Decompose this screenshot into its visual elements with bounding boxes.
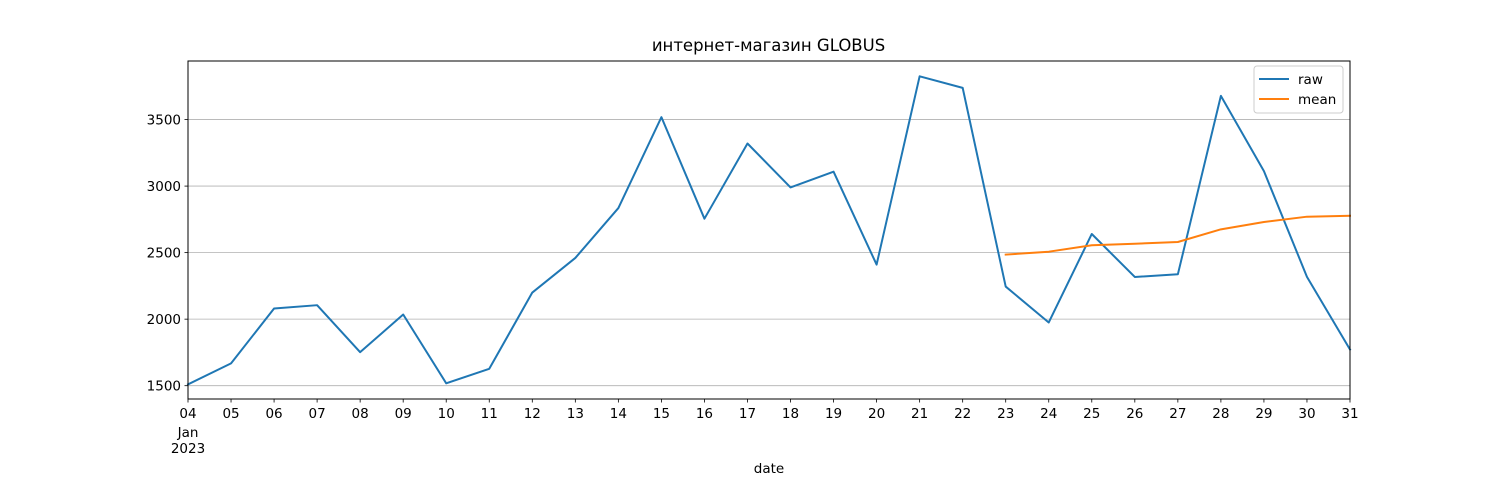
plot-area-frame bbox=[187, 60, 1351, 400]
x-tick-label: 24 bbox=[1040, 406, 1057, 422]
data-point-raw bbox=[1134, 276, 1136, 278]
x-tick-label: 17 bbox=[739, 406, 756, 422]
data-point-raw bbox=[660, 116, 662, 118]
data-point-raw bbox=[1048, 321, 1050, 323]
data-point-mean bbox=[1005, 254, 1007, 256]
data-point-mean bbox=[1220, 228, 1222, 230]
legend: raw mean bbox=[1253, 65, 1344, 114]
x-axis: 04 05 06 07 08 09 10 11 12 13 14 15 16 17 18 19 20 21 22 23… bbox=[171, 399, 1359, 457]
series-line-raw bbox=[186, 75, 1352, 386]
x-tick-label: 07 bbox=[309, 406, 326, 422]
x-tick-label: 08 bbox=[352, 406, 369, 422]
x-tick-sublabel: 2023 bbox=[171, 441, 205, 457]
data-point-raw bbox=[531, 292, 533, 294]
data-point-raw bbox=[1220, 95, 1222, 97]
data-point-raw bbox=[876, 264, 878, 266]
x-tick-label: 04 bbox=[179, 406, 196, 422]
data-point-raw bbox=[273, 308, 275, 310]
x-tick-label: 15 bbox=[653, 406, 670, 422]
data-point-raw bbox=[316, 304, 318, 306]
y-tick-label: 3500 bbox=[147, 113, 181, 129]
legend-label-mean: mean bbox=[1298, 92, 1336, 108]
data-series bbox=[186, 75, 1352, 386]
x-tick-label: 05 bbox=[222, 406, 239, 422]
x-tick-label: 13 bbox=[567, 406, 584, 422]
x-tick-label: 28 bbox=[1212, 406, 1229, 422]
data-point-raw bbox=[617, 207, 619, 209]
x-tick-label: 26 bbox=[1126, 406, 1143, 422]
x-tick-label: 10 bbox=[438, 406, 455, 422]
y-tick-label: 1500 bbox=[147, 379, 181, 395]
x-tick-label: 12 bbox=[524, 406, 541, 422]
series-line-mean bbox=[1004, 214, 1352, 256]
data-point-raw bbox=[919, 75, 921, 77]
data-point-raw bbox=[574, 257, 576, 259]
data-point-raw bbox=[1177, 273, 1179, 275]
data-point-raw bbox=[790, 186, 792, 188]
x-tick-label: 09 bbox=[395, 406, 412, 422]
x-tick-label: 11 bbox=[481, 406, 498, 422]
x-tick-label: 25 bbox=[1083, 406, 1100, 422]
x-tick-sublabel: Jan bbox=[177, 425, 199, 441]
data-point-raw bbox=[359, 351, 361, 353]
x-tick-label: 22 bbox=[954, 406, 971, 422]
y-tick-label: 2500 bbox=[147, 246, 181, 262]
data-point-raw bbox=[402, 314, 404, 316]
y-axis: 1500 2000 2500 3000 3500 bbox=[147, 113, 188, 395]
x-tick-label: 27 bbox=[1169, 406, 1186, 422]
data-point-mean bbox=[1134, 243, 1136, 245]
legend-box bbox=[1253, 65, 1344, 114]
data-point-raw bbox=[1091, 233, 1093, 235]
data-point-mean bbox=[1048, 251, 1050, 253]
y-gridlines bbox=[188, 119, 1350, 387]
x-tick-label: 30 bbox=[1298, 406, 1315, 422]
y-tick-label: 2000 bbox=[147, 312, 181, 328]
data-point-mean bbox=[1091, 244, 1093, 246]
x-tick-label: 29 bbox=[1255, 406, 1272, 422]
data-point-raw bbox=[1005, 286, 1007, 288]
data-point-raw bbox=[1306, 276, 1308, 278]
data-point-raw bbox=[746, 143, 748, 145]
x-tick-label: 20 bbox=[868, 406, 885, 422]
data-point-raw bbox=[230, 362, 232, 364]
x-axis-label: date bbox=[754, 461, 784, 477]
x-tick-label: 19 bbox=[825, 406, 842, 422]
data-point-raw bbox=[1263, 170, 1265, 172]
x-tick-label: 21 bbox=[911, 406, 928, 422]
data-point-raw bbox=[445, 382, 447, 384]
chart-title: интернет-магазин GLOBUS bbox=[652, 36, 885, 55]
x-tick-label: 06 bbox=[265, 406, 282, 422]
legend-label-raw: raw bbox=[1298, 72, 1323, 88]
x-tick-label: 23 bbox=[997, 406, 1014, 422]
data-point-mean bbox=[1177, 241, 1179, 243]
data-point-mean bbox=[1263, 221, 1265, 223]
x-tick-label: 14 bbox=[610, 406, 627, 422]
data-point-raw bbox=[488, 368, 490, 370]
data-point-mean bbox=[1306, 216, 1308, 218]
x-tick-label: 31 bbox=[1341, 406, 1358, 422]
data-point-raw bbox=[962, 87, 964, 89]
data-point-raw bbox=[703, 218, 705, 220]
x-tick-label: 16 bbox=[696, 406, 713, 422]
x-tick-label: 18 bbox=[782, 406, 799, 422]
y-tick-label: 3000 bbox=[147, 179, 181, 195]
data-point-raw bbox=[833, 171, 835, 173]
